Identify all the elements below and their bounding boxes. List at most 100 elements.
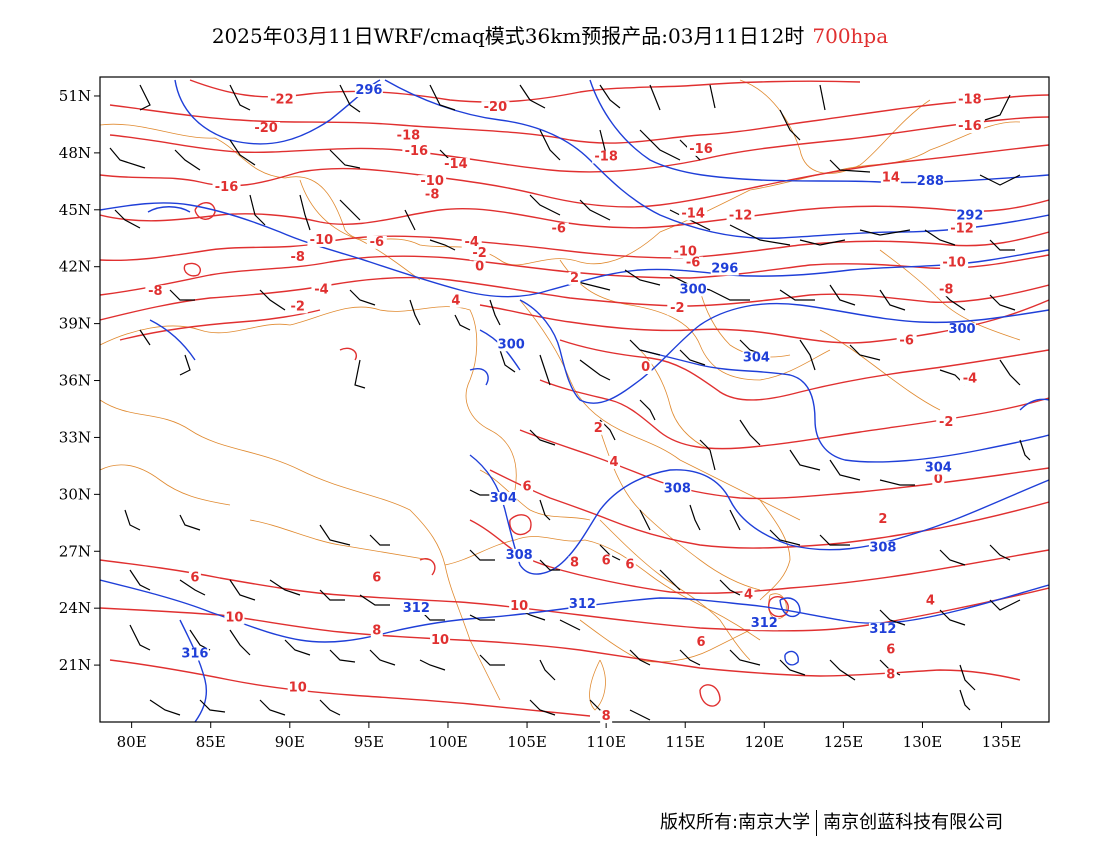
temperature-label-bg	[430, 634, 451, 648]
temperature-label: 4	[451, 294, 460, 309]
height-label: 304	[925, 461, 952, 476]
temperature-label-bg	[441, 158, 470, 172]
lon-label: 105E	[507, 733, 547, 751]
temperature-label-bg	[422, 188, 443, 202]
temperature-label: -14	[681, 206, 705, 221]
lon-label: 85E	[196, 733, 226, 751]
temperature-label: 6	[372, 571, 381, 586]
temperature-label-bg	[884, 643, 897, 657]
height-label: 304	[490, 491, 517, 506]
height-label-bg	[505, 548, 534, 562]
temperature-label: 10	[225, 610, 243, 625]
temperature-label-bg	[252, 122, 281, 136]
temperature-label: -2	[939, 415, 953, 430]
temperature-label-bg	[936, 416, 957, 430]
temperature-label: -2	[290, 299, 304, 314]
temperature-label: 10	[289, 681, 307, 696]
height-label: 308	[869, 540, 896, 555]
company-name: 南京创蓝科技有限公司	[823, 812, 1004, 833]
height-label-bg	[868, 541, 897, 555]
temperature-label-bg	[955, 120, 984, 134]
height-label: 308	[506, 548, 533, 563]
temperature-label-bg	[287, 300, 308, 314]
temperature-label-bg	[679, 207, 708, 221]
temperature-label-bg	[932, 472, 945, 486]
temperature-label-bg	[948, 222, 977, 236]
temperature-label: -12	[950, 222, 974, 237]
temperature-label: -8	[425, 187, 439, 202]
temperature-label: 4	[744, 588, 753, 603]
height-label-bg	[489, 491, 518, 505]
height-label: 300	[680, 282, 707, 297]
height-label-bg	[916, 175, 945, 189]
temperature-label: 0	[641, 360, 650, 375]
height-label: 300	[498, 337, 525, 352]
temperature-label-bg	[212, 180, 241, 194]
height-label-bg	[948, 323, 977, 337]
temperature-label: -10	[420, 174, 444, 189]
temperature-label: -8	[148, 284, 162, 299]
temperature-label: -2	[472, 246, 486, 261]
height-label: 308	[664, 481, 691, 496]
temperature-label-bg	[366, 235, 387, 249]
temperature-label-bg	[683, 256, 704, 270]
height-label: 316	[181, 647, 208, 662]
height-label-bg	[955, 209, 984, 223]
pressure-level-label: 700hpa	[812, 24, 889, 48]
latitude-labels: 51N 48N 45N 42N 39N 36N 33N 30N 27N 24N 21N	[59, 87, 91, 674]
lat-label: 33N	[59, 428, 91, 446]
temperature-label: 6	[190, 571, 199, 586]
temperature-label-bg	[481, 101, 510, 115]
temperature-label: 6	[697, 635, 706, 650]
temperature-label: 10	[431, 633, 449, 648]
longitude-labels: 80E 85E 90E 95E 100E 105E 110E 115E 120E 125E 130E…	[117, 733, 1022, 751]
height-label: 292	[956, 208, 983, 223]
height-label-bg	[497, 338, 526, 352]
lon-label: 135E	[982, 733, 1022, 751]
temperature-label-bg	[402, 144, 431, 158]
height-label: 312	[569, 597, 596, 612]
temperature-label-bg	[307, 233, 336, 247]
lat-label: 51N	[59, 87, 91, 105]
temperature-label-bg	[600, 554, 613, 568]
lon-label: 125E	[824, 733, 864, 751]
wind-barbs	[109, 84, 1031, 721]
lon-label: 130E	[903, 733, 943, 751]
temperature-label-bg	[940, 256, 969, 270]
height-label-bg	[663, 482, 692, 496]
temperature-label: -4	[314, 282, 328, 297]
lat-label: 21N	[59, 656, 91, 674]
temperature-label: -10	[942, 256, 966, 271]
footer-separator	[816, 810, 818, 836]
axis-ticks	[94, 95, 1003, 728]
temperature-label-bg	[896, 334, 917, 348]
temperature-label-bg	[568, 556, 581, 570]
temperature-label: 6	[625, 557, 634, 572]
height-label: 312	[869, 622, 896, 637]
temperature-label: -22	[270, 93, 294, 108]
plot-frame	[99, 76, 1050, 723]
temperature-label-bg	[592, 150, 621, 164]
height-label: 296	[711, 261, 738, 276]
temperature-label-bg	[742, 588, 755, 602]
temperature-label: -4	[464, 235, 478, 250]
temperature-label: -18	[958, 93, 982, 108]
height-label-bg	[868, 622, 897, 636]
height-label: 304	[743, 351, 770, 366]
temperature-label: -14	[444, 157, 468, 172]
lat-label: 39N	[59, 315, 91, 333]
temperature-label: -10	[673, 244, 697, 259]
height-label: 312	[403, 601, 430, 616]
temperature-label-bg	[955, 93, 984, 107]
temperature-label-bg	[880, 171, 901, 185]
temperature-label: -4	[963, 371, 977, 386]
lon-label: 90E	[275, 733, 305, 751]
height-label-bg	[742, 351, 771, 365]
temperature-label: 0	[934, 472, 943, 487]
temperature-label: 2	[878, 512, 887, 527]
temperature-label: -20	[254, 121, 278, 136]
temperature-label-bg	[592, 421, 605, 435]
temperature-label-bg	[936, 283, 957, 297]
temperature-label: 2	[594, 421, 603, 436]
